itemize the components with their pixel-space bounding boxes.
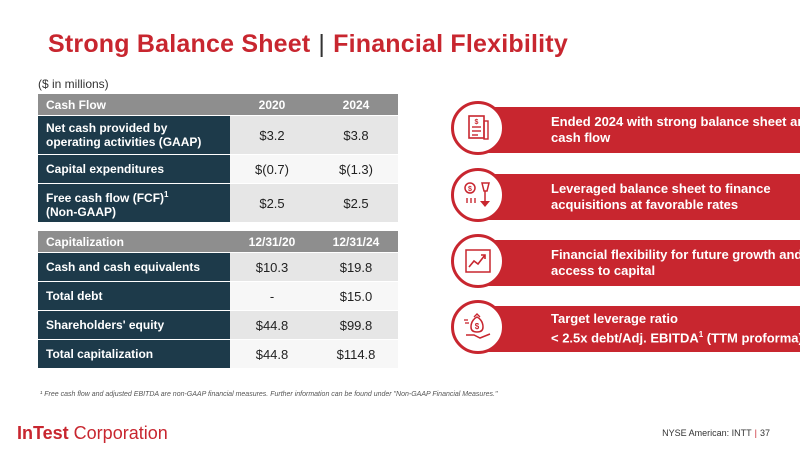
logo-rest: Corporation bbox=[68, 423, 168, 443]
units-note: ($ in millions) bbox=[38, 77, 109, 91]
cell-value: $44.8 bbox=[230, 310, 314, 340]
footnote-marker: 1 bbox=[164, 189, 169, 199]
row-label: Free cash flow (FCF)1 (Non-GAAP) bbox=[38, 183, 230, 223]
bullet-bar: Financial flexibility for future growth … bbox=[481, 240, 800, 286]
finance-icon: $ bbox=[451, 168, 505, 222]
bullet-bar: Leveraged balance sheet to finance acqui… bbox=[481, 174, 800, 220]
title-part2: Financial Flexibility bbox=[333, 30, 568, 58]
cell-value: $99.8 bbox=[314, 310, 398, 340]
column-header: 12/31/20 bbox=[230, 231, 314, 253]
svg-text:$: $ bbox=[475, 119, 479, 126]
growth-chart-icon bbox=[451, 234, 505, 288]
cell-value: $(1.3) bbox=[314, 154, 398, 184]
row-label: Capital expenditures bbox=[38, 154, 230, 184]
cell-value: $3.2 bbox=[230, 115, 314, 155]
column-header: 2024 bbox=[314, 94, 398, 116]
table-row: Free cash flow (FCF)1 (Non-GAAP) $2.5 $2… bbox=[38, 183, 398, 223]
capitalization-table: Capitalization 12/31/20 12/31/24 Cash an… bbox=[38, 231, 398, 369]
column-header: 12/31/24 bbox=[314, 231, 398, 253]
column-header: Cash Flow bbox=[38, 94, 230, 116]
column-header: 2020 bbox=[230, 94, 314, 116]
table-header-row: Capitalization 12/31/20 12/31/24 bbox=[38, 231, 398, 253]
bullet-text-line1: Target leverage ratio bbox=[551, 311, 678, 327]
footnote-marker: 1 bbox=[698, 330, 704, 340]
row-label: Shareholders' equity bbox=[38, 310, 230, 340]
column-header: Capitalization bbox=[38, 231, 230, 253]
company-logo: InTest Corporation bbox=[17, 423, 168, 444]
bullet-text: Financial flexibility for future growth … bbox=[551, 247, 800, 278]
row-label: Total capitalization bbox=[38, 339, 230, 369]
row-label: Net cash provided by operating activitie… bbox=[38, 115, 230, 155]
cell-value: $2.5 bbox=[230, 183, 314, 223]
cell-value: $15.0 bbox=[314, 281, 398, 311]
table-header-row: Cash Flow 2020 2024 bbox=[38, 94, 398, 116]
table-row: Shareholders' equity $44.8 $99.8 bbox=[38, 310, 398, 340]
title-part1: Strong Balance Sheet bbox=[48, 30, 311, 58]
page-info-separator: | bbox=[754, 428, 757, 438]
fcf-label-line2: (Non-GAAP) bbox=[46, 204, 116, 219]
fcf-label: Free cash flow (FCF) bbox=[46, 190, 165, 205]
bullet-text: Ended 2024 with strong balance sheet and… bbox=[551, 114, 800, 145]
bullet-bar: Target leverage ratio < 2.5x debt/Adj. E… bbox=[481, 306, 800, 352]
bullet-text: Leveraged balance sheet to finance acqui… bbox=[551, 181, 771, 212]
bullet-target-leverage: Target leverage ratio < 2.5x debt/Adj. E… bbox=[451, 300, 800, 358]
cell-value: $44.8 bbox=[230, 339, 314, 369]
page-title: Strong Balance Sheet | Financial Flexibili… bbox=[48, 30, 568, 59]
cell-value: $(0.7) bbox=[230, 154, 314, 184]
cell-value: $2.5 bbox=[314, 183, 398, 223]
bullet-text-line2b: (TTM proforma) bbox=[703, 330, 800, 346]
row-label: Cash and cash equivalents bbox=[38, 252, 230, 282]
cell-value: $10.3 bbox=[230, 252, 314, 282]
cell-value: - bbox=[230, 281, 314, 311]
svg-text:$: $ bbox=[475, 322, 480, 331]
title-separator: | bbox=[318, 30, 326, 58]
row-label: Total debt bbox=[38, 281, 230, 311]
cell-value: $3.8 bbox=[314, 115, 398, 155]
table-row: Net cash provided by operating activitie… bbox=[38, 115, 398, 155]
cell-value: $114.8 bbox=[314, 339, 398, 369]
logo-bold: InTest bbox=[17, 423, 69, 443]
table-row: Capital expenditures $(0.7) $(1.3) bbox=[38, 154, 398, 184]
table-row: Total capitalization $44.8 $114.8 bbox=[38, 339, 398, 369]
bullet-strong-balance: Ended 2024 with strong balance sheet and… bbox=[451, 101, 800, 159]
page-info: NYSE American: INTT | 37 bbox=[662, 428, 770, 438]
exchange-ticker: NYSE American: INTT bbox=[662, 428, 752, 438]
cell-value: $19.8 bbox=[314, 252, 398, 282]
svg-text:$: $ bbox=[468, 186, 472, 193]
table-row: Total debt - $15.0 bbox=[38, 281, 398, 311]
document-icon: $ bbox=[451, 101, 505, 155]
bullet-bar: Ended 2024 with strong balance sheet and… bbox=[481, 107, 800, 153]
bullet-text-line2a: < 2.5x debt/Adj. EBITDA bbox=[551, 330, 699, 346]
bullet-text: Target leverage ratio < 2.5x debt/Adj. E… bbox=[551, 306, 800, 352]
money-hand-icon: $ bbox=[451, 300, 505, 354]
page-number: 37 bbox=[759, 428, 770, 438]
bullet-flexibility: Financial flexibility for future growth … bbox=[451, 234, 800, 292]
cash-flow-table: Cash Flow 2020 2024 Net cash provided by… bbox=[38, 94, 398, 223]
bullet-leveraged: Leveraged balance sheet to finance acqui… bbox=[451, 168, 800, 226]
footnote: ¹ Free cash flow and adjusted EBITDA are… bbox=[40, 391, 498, 398]
table-row: Cash and cash equivalents $10.3 $19.8 bbox=[38, 252, 398, 282]
